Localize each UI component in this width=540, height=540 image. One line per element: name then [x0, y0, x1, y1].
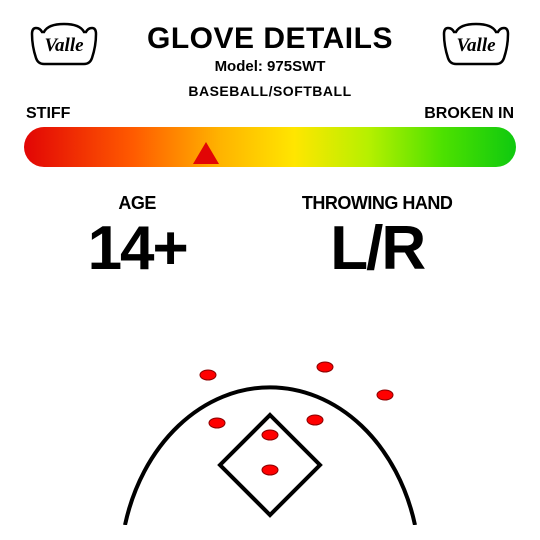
page-title: GLOVE DETAILS [98, 22, 442, 56]
brand-logo-left: Valle [30, 20, 98, 68]
svg-text:Valle: Valle [456, 35, 496, 56]
spec-hand-value: L/R [302, 218, 452, 280]
title-block: GLOVE DETAILS Model: 975SWT BASEBALL/SOF… [98, 20, 442, 99]
gauge-label-right: BROKEN IN [424, 105, 514, 123]
gauge-bar [24, 127, 516, 167]
spec-age: AGE 14+ [88, 193, 187, 280]
spec-age-label: AGE [88, 193, 187, 214]
svg-text:Valle: Valle [44, 35, 84, 56]
spec-hand-label: THROWING HAND [302, 193, 452, 214]
header: Valle GLOVE DETAILS Model: 975SWT BASEBA… [0, 0, 540, 99]
model-text: Model: 975SWT [98, 58, 442, 75]
specs-row: AGE 14+ THROWING HAND L/R [0, 193, 540, 280]
gauge-marker-icon [193, 142, 219, 169]
spec-age-value: 14+ [88, 218, 187, 280]
brand-logo-right: Valle [442, 20, 510, 68]
category-text: BASEBALL/SOFTBALL [98, 83, 442, 99]
spec-throwing-hand: THROWING HAND L/R [302, 193, 452, 280]
field-diagram [110, 325, 430, 530]
gauge-label-left: STIFF [26, 105, 70, 123]
stiffness-gauge: STIFF BROKEN IN [24, 105, 516, 167]
gauge-labels: STIFF BROKEN IN [24, 105, 516, 123]
